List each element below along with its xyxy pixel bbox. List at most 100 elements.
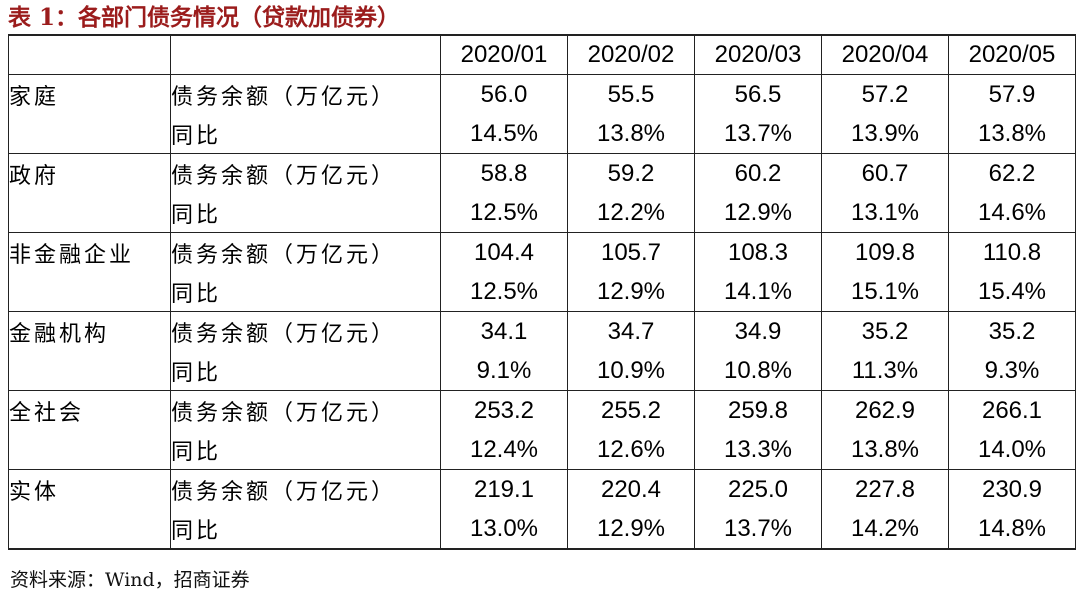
value-cell: 262.9 [821,390,949,430]
table-row: 非金融企业 债务余额（万亿元） 104.4 105.7 108.3 109.8 … [8,232,1076,272]
metric-label: 同比 [170,430,441,470]
value-cell: 9.1% [440,351,568,391]
value-cell: 58.8 [440,153,568,193]
table-row: 政府 债务余额（万亿元） 58.8 59.2 60.2 60.7 62.2 [8,153,1076,193]
sector-cell-empty [8,114,171,154]
metric-label: 债务余额（万亿元） [170,153,441,193]
debt-table: 2020/01 2020/02 2020/03 2020/04 2020/05 … [8,34,1076,550]
value-cell: 15.4% [948,272,1076,312]
value-cell: 13.8% [821,430,949,470]
metric-label: 同比 [170,351,441,391]
table-row: 同比 9.1% 10.9% 10.8% 11.3% 9.3% [8,351,1076,391]
value-cell: 55.5 [567,74,695,114]
sector-cell-empty [8,430,171,470]
table-row: 家庭 债务余额（万亿元） 56.0 55.5 56.5 57.2 57.9 [8,74,1076,114]
value-cell: 13.8% [567,114,695,154]
sector-cell: 政府 [8,153,171,193]
value-cell: 62.2 [948,153,1076,193]
value-cell: 12.9% [694,193,822,233]
value-cell: 57.9 [948,74,1076,114]
sector-cell: 全社会 [8,390,171,430]
table-row: 同比 14.5% 13.8% 13.7% 13.9% 13.8% [8,114,1076,154]
column-header: 2020/05 [948,34,1076,75]
metric-label: 债务余额（万亿元） [170,311,441,351]
value-cell: 253.2 [440,390,568,430]
value-cell: 13.9% [821,114,949,154]
column-header: 2020/03 [694,34,822,75]
sector-cell-empty [8,509,171,550]
value-cell: 14.1% [694,272,822,312]
value-cell: 14.0% [948,430,1076,470]
sector-cell-empty [8,193,171,233]
value-cell: 13.8% [948,114,1076,154]
value-cell: 14.8% [948,509,1076,550]
table-row: 全社会 债务余额（万亿元） 253.2 255.2 259.8 262.9 26… [8,390,1076,430]
value-cell: 12.6% [567,430,695,470]
value-cell: 56.0 [440,74,568,114]
value-cell: 219.1 [440,469,568,509]
value-cell: 104.4 [440,232,568,272]
value-cell: 105.7 [567,232,695,272]
value-cell: 34.9 [694,311,822,351]
value-cell: 220.4 [567,469,695,509]
value-cell: 110.8 [948,232,1076,272]
value-cell: 108.3 [694,232,822,272]
value-cell: 14.2% [821,509,949,550]
table-title: 表 1：各部门债务情况（贷款加债券） [8,4,401,31]
value-cell: 225.0 [694,469,822,509]
value-cell: 13.1% [821,193,949,233]
table-row: 同比 12.5% 12.9% 14.1% 15.1% 15.4% [8,272,1076,312]
metric-label: 同比 [170,272,441,312]
header-row: 2020/01 2020/02 2020/03 2020/04 2020/05 [8,34,1076,75]
value-cell: 10.8% [694,351,822,391]
column-header: 2020/02 [567,34,695,75]
value-cell: 59.2 [567,153,695,193]
table-row: 实体 债务余额（万亿元） 219.1 220.4 225.0 227.8 230… [8,469,1076,509]
value-cell: 34.7 [567,311,695,351]
value-cell: 12.5% [440,272,568,312]
column-header: 2020/01 [440,34,568,75]
value-cell: 13.0% [440,509,568,550]
value-cell: 13.7% [694,509,822,550]
table-row: 同比 12.5% 12.2% 12.9% 13.1% 14.6% [8,193,1076,233]
value-cell: 34.1 [440,311,568,351]
value-cell: 14.5% [440,114,568,154]
value-cell: 12.2% [567,193,695,233]
table-row: 金融机构 债务余额（万亿元） 34.1 34.7 34.9 35.2 35.2 [8,311,1076,351]
header-blank-metric [170,34,441,75]
table-row: 同比 13.0% 12.9% 13.7% 14.2% 14.8% [8,509,1076,550]
metric-label: 债务余额（万亿元） [170,390,441,430]
metric-label: 同比 [170,509,441,550]
sector-cell: 非金融企业 [8,232,171,272]
metric-label: 债务余额（万亿元） [170,469,441,509]
metric-label: 债务余额（万亿元） [170,232,441,272]
sector-cell-empty [8,272,171,312]
value-cell: 12.9% [567,509,695,550]
metric-label: 同比 [170,193,441,233]
value-cell: 12.5% [440,193,568,233]
value-cell: 35.2 [948,311,1076,351]
value-cell: 12.9% [567,272,695,312]
value-cell: 9.3% [948,351,1076,391]
value-cell: 57.2 [821,74,949,114]
sector-cell: 家庭 [8,74,171,114]
value-cell: 35.2 [821,311,949,351]
value-cell: 230.9 [948,469,1076,509]
value-cell: 10.9% [567,351,695,391]
value-cell: 255.2 [567,390,695,430]
value-cell: 14.6% [948,193,1076,233]
value-cell: 60.7 [821,153,949,193]
table-row: 同比 12.4% 12.6% 13.3% 13.8% 14.0% [8,430,1076,470]
value-cell: 109.8 [821,232,949,272]
source-note: 资料来源：Wind，招商证券 [10,569,250,591]
value-cell: 266.1 [948,390,1076,430]
value-cell: 227.8 [821,469,949,509]
value-cell: 15.1% [821,272,949,312]
metric-label: 债务余额（万亿元） [170,74,441,114]
value-cell: 11.3% [821,351,949,391]
value-cell: 13.3% [694,430,822,470]
value-cell: 12.4% [440,430,568,470]
value-cell: 259.8 [694,390,822,430]
column-header: 2020/04 [821,34,949,75]
header-blank-sector [8,34,171,75]
